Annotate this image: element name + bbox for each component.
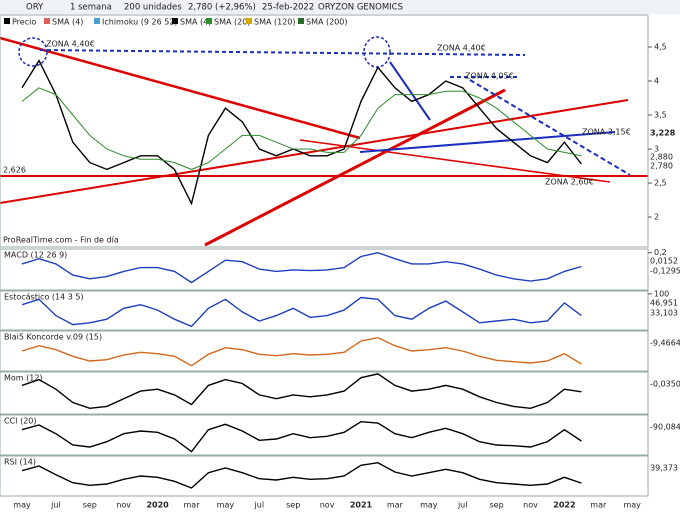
panel xyxy=(0,14,649,248)
price: 2,780 (+2,96%) xyxy=(188,3,256,13)
legend-swatch xyxy=(4,18,10,24)
y-tick-label: 2 xyxy=(654,213,659,222)
x-tick-label: 2020 xyxy=(146,501,169,510)
x-tick-label: mar xyxy=(387,501,404,510)
series-line xyxy=(21,251,582,284)
x-tick-label: sep xyxy=(490,501,504,510)
annotation: ZONA 3,15€ xyxy=(582,128,631,137)
legend-label: SMA (120) xyxy=(254,18,296,27)
x-tick-label: sep xyxy=(83,501,97,510)
y-tick-label: 2,5 xyxy=(654,179,667,188)
panel xyxy=(0,248,649,291)
drawings xyxy=(0,36,648,247)
panel-title: CCI (20) xyxy=(4,417,37,426)
last-value-label: 39,373 xyxy=(650,464,678,473)
legend-swatch xyxy=(206,18,212,24)
annotation: ZONA 2,60€ xyxy=(545,178,594,187)
x-tick-label: 2021 xyxy=(350,501,373,510)
name: ORYZON GENOMICS xyxy=(318,3,403,13)
y-tick-label: 4,5 xyxy=(654,42,667,51)
panel-title: MACD (12 26 9) xyxy=(4,251,67,260)
last-value-label: 33,103 xyxy=(650,309,678,318)
legend-label: SMA (200) xyxy=(306,18,348,27)
series-line xyxy=(21,420,582,453)
x-tick-label: may xyxy=(217,501,235,510)
series-line xyxy=(21,336,582,367)
x-tick-label: mar xyxy=(184,501,201,510)
panel xyxy=(0,455,649,497)
legend-label: Ichimoku (9 26 52) xyxy=(102,18,178,27)
x-tick-label: nov xyxy=(320,501,335,510)
last-value-label: 2,880 xyxy=(650,153,673,162)
last-value-label: 0,0152 xyxy=(650,257,678,266)
last-value-label: 2,780 xyxy=(650,162,673,171)
x-tick-label: jul xyxy=(50,501,61,510)
x-tick-label: sep xyxy=(286,501,300,510)
last-value-label: -90,084 xyxy=(650,423,680,432)
x-tick-label: may xyxy=(13,501,31,510)
panel xyxy=(0,371,649,415)
legend-swatch xyxy=(298,18,304,24)
series-line xyxy=(21,373,582,410)
annotation: ZONA 4,40€ xyxy=(46,40,95,49)
panel-title-bg xyxy=(1,250,101,260)
panel-title: Estocástico (14 3 5) xyxy=(4,293,84,302)
panel xyxy=(0,290,649,331)
legend-swatch xyxy=(172,18,178,24)
panel-title: Mom (12) xyxy=(4,374,43,383)
last-value-label: 46,951 xyxy=(650,299,678,308)
panel-title-bg xyxy=(1,292,101,302)
x-tick-label: jul xyxy=(457,501,468,510)
x-tick-label: nov xyxy=(523,501,538,510)
panel-title-bg xyxy=(1,416,101,426)
y-tick-label: 100 xyxy=(654,289,669,298)
watermark: ProRealTime.com - Fin de día xyxy=(3,236,119,245)
legend-label: Precio xyxy=(12,18,36,27)
annotation: ZONA 4,40€ xyxy=(437,44,486,53)
panel-title-bg xyxy=(1,457,101,467)
panel xyxy=(0,330,649,372)
date: 25-feb-2022 xyxy=(262,3,314,13)
series-line xyxy=(21,296,582,328)
series-line xyxy=(21,59,582,206)
y-tick-label: 3,5 xyxy=(654,111,667,120)
x-tick-label: mar xyxy=(590,501,607,510)
last-value-label: -0,1295 xyxy=(650,267,680,276)
x-tick-label: jul xyxy=(254,501,265,510)
x-tick-label: 2022 xyxy=(553,501,575,510)
y-tick-label: 3 xyxy=(654,145,659,154)
symbol[interactable]: ORY xyxy=(26,3,44,13)
x-tick-label: may xyxy=(420,501,438,510)
last-value-label: -0,0350 xyxy=(650,380,680,389)
legend-swatch xyxy=(246,18,252,24)
last-value-label: -9,4664 xyxy=(650,339,680,348)
units[interactable]: 200 unidades xyxy=(124,3,182,13)
x-tick-label: nov xyxy=(116,501,131,510)
toolbar xyxy=(0,0,680,14)
legend-label: SMA (20) xyxy=(214,18,250,27)
last-value-label: 2,626 xyxy=(3,166,26,175)
series-line xyxy=(21,87,582,170)
period[interactable]: 1 semana xyxy=(70,3,112,13)
y-tick-label: 0,2 xyxy=(654,248,667,257)
legend-swatch xyxy=(44,18,50,24)
legend-label: SMA (4) xyxy=(180,18,211,27)
last-value-label: 3,228 xyxy=(650,129,676,138)
series-line xyxy=(21,461,582,489)
panel-title-bg xyxy=(1,332,101,342)
legend-swatch xyxy=(94,18,100,24)
panel xyxy=(0,414,649,456)
panel-title: Blai5 Koncorde v.09 (15) xyxy=(4,333,102,342)
x-tick-label: may xyxy=(623,501,641,510)
panel-title-bg xyxy=(1,373,101,383)
panel-title: RSI (14) xyxy=(4,458,36,467)
legend-label: SMA (4) xyxy=(52,18,83,27)
y-tick-label: 4 xyxy=(654,76,659,85)
annotation: ZONA 4,05€ xyxy=(465,72,514,81)
